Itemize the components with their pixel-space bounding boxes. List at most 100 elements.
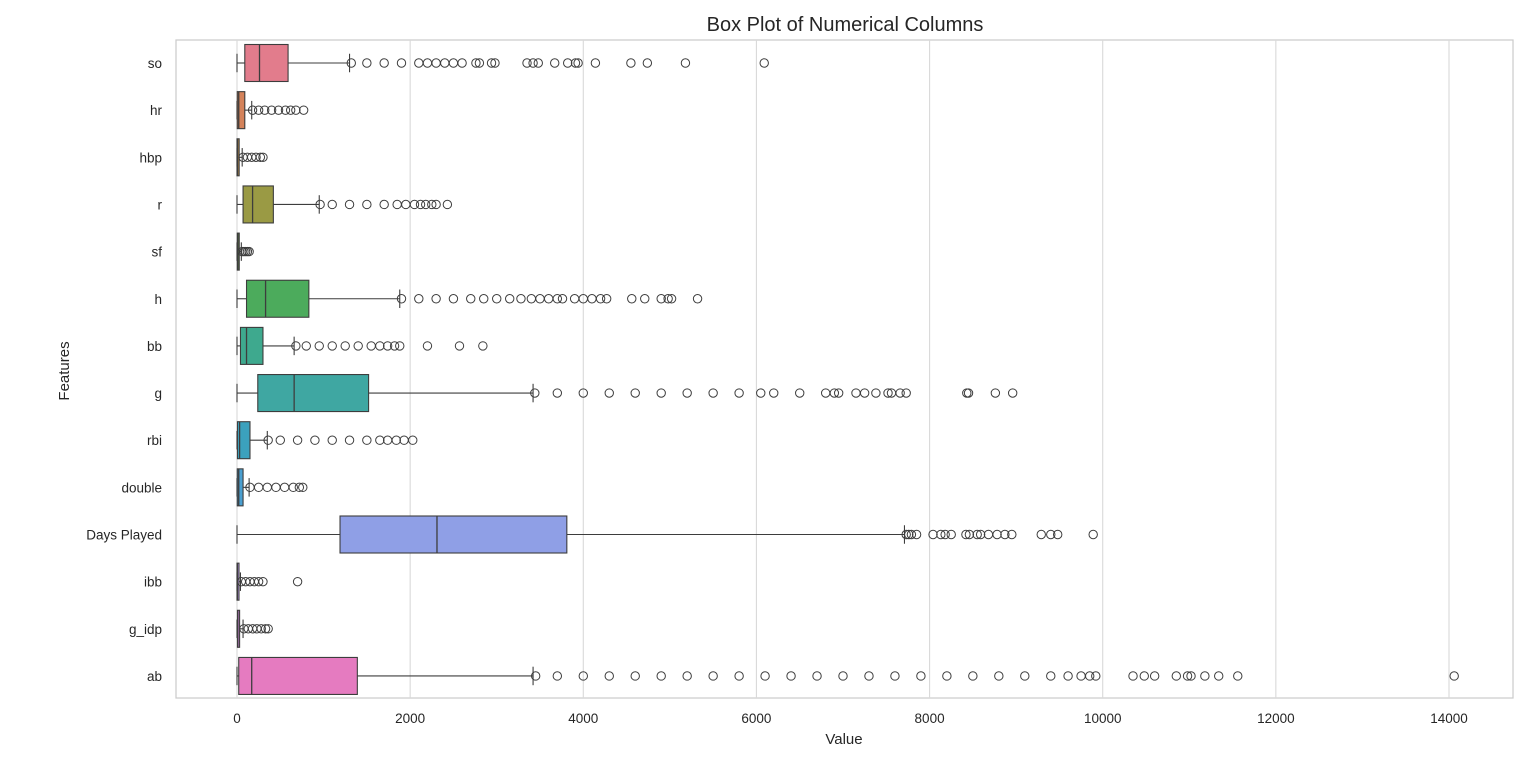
y-tick-label: rbi <box>147 433 162 448</box>
boxes <box>236 43 1459 696</box>
box-double <box>236 468 308 507</box>
y-tick-labels: so hr hbp r sf h bb g rbi double Days Played ibb g_i… <box>86 56 162 684</box>
outlier-point <box>1007 529 1017 540</box>
iqr-box <box>238 656 358 696</box>
y-tick-label: double <box>121 480 162 495</box>
iqr-box <box>339 515 568 554</box>
outlier-point <box>375 435 385 445</box>
outlier-point <box>964 529 975 540</box>
box-so <box>236 43 769 83</box>
outlier-point <box>1085 671 1095 681</box>
outlier-point <box>901 529 911 540</box>
outlier-point <box>940 529 950 540</box>
outlier-point <box>1171 671 1182 681</box>
outlier-point <box>990 388 1001 398</box>
outlier-point <box>936 529 946 540</box>
outlier-point <box>344 435 355 445</box>
outlier-point <box>327 341 337 351</box>
outlier-point <box>1214 671 1224 681</box>
outlier-point <box>838 671 848 681</box>
outlier-point <box>522 58 532 68</box>
outlier-point <box>911 529 922 540</box>
grid-lines <box>236 40 1450 698</box>
chart-title: Box Plot of Numerical Columns <box>707 14 984 36</box>
outlier-point <box>682 671 692 681</box>
outlier-point <box>734 388 744 398</box>
outlier-point <box>528 58 538 68</box>
outlier-point <box>294 482 305 493</box>
box-r <box>236 185 453 224</box>
outlier-point <box>314 341 324 351</box>
box-ibb <box>236 562 303 601</box>
outlier-point <box>298 105 309 115</box>
outlier-point <box>327 435 337 445</box>
outlier-point <box>1000 529 1010 540</box>
outlier-point <box>756 388 766 398</box>
outlier-point <box>578 671 588 681</box>
box-hr <box>236 91 309 130</box>
outlier-point <box>734 671 744 681</box>
outlier-point <box>505 294 515 304</box>
outlier-point <box>680 58 691 68</box>
y-tick-label: so <box>148 56 162 71</box>
iqr-box <box>236 421 251 460</box>
outlier-point <box>1186 671 1196 681</box>
outlier-point <box>1046 671 1056 681</box>
outlier-point <box>992 529 1002 540</box>
outlier-point <box>570 58 581 68</box>
outlier-point <box>946 529 956 540</box>
outlier-point <box>656 294 666 304</box>
iqr-box <box>236 468 244 507</box>
outlier-point <box>883 388 893 398</box>
outlier-point <box>414 294 424 304</box>
outlier-point <box>301 341 311 351</box>
outlier-point <box>626 58 636 68</box>
outlier-point <box>1091 671 1101 681</box>
outlier-point <box>630 671 640 681</box>
box-days-played <box>236 515 1098 554</box>
outlier-point <box>454 341 465 351</box>
outlier-point <box>557 294 568 304</box>
outlier-point <box>389 341 400 351</box>
outlier-point <box>963 388 974 398</box>
outlier-point <box>427 199 437 210</box>
outlier-point <box>266 105 277 115</box>
outlier-point <box>708 388 718 398</box>
y-tick-label: hbp <box>139 150 162 165</box>
outlier-point <box>601 294 612 304</box>
outlier-point <box>656 388 666 398</box>
outlier-point <box>285 105 296 115</box>
outlier-point <box>362 435 372 445</box>
outlier-point <box>327 199 337 210</box>
x-tick-labels: 0 2000 4000 6000 8000 10000 12000 14000 <box>233 711 1468 726</box>
outlier-point <box>1139 671 1149 681</box>
x-tick-label: 2000 <box>395 711 425 726</box>
outlier-point <box>871 388 881 398</box>
outlier-point <box>263 624 273 634</box>
outlier-point <box>362 58 372 68</box>
outlier-point <box>442 199 453 210</box>
outlier-point <box>533 58 543 68</box>
outlier-point <box>408 435 418 445</box>
outlier-point <box>255 152 266 163</box>
outlier-point <box>486 58 497 68</box>
outlier-point <box>642 58 653 68</box>
outlier-point <box>273 105 284 115</box>
outlier-point <box>1020 671 1030 681</box>
outlier-point <box>859 388 870 398</box>
outlier-point <box>457 58 467 68</box>
y-tick-label: ibb <box>144 575 162 590</box>
y-tick-label: sf <box>151 245 162 260</box>
x-tick-label: 12000 <box>1257 711 1295 726</box>
outlier-point <box>1182 671 1193 681</box>
outlier-point <box>942 671 952 681</box>
outlier-point <box>474 58 485 68</box>
outlier-point <box>961 529 971 540</box>
box-g_idp <box>236 609 273 648</box>
x-tick-label: 8000 <box>915 711 945 726</box>
outlier-point <box>604 388 614 398</box>
outlier-point <box>391 435 401 445</box>
outlier-point <box>975 529 986 540</box>
outlier-point <box>1036 529 1046 540</box>
x-tick-label: 10000 <box>1084 711 1122 726</box>
